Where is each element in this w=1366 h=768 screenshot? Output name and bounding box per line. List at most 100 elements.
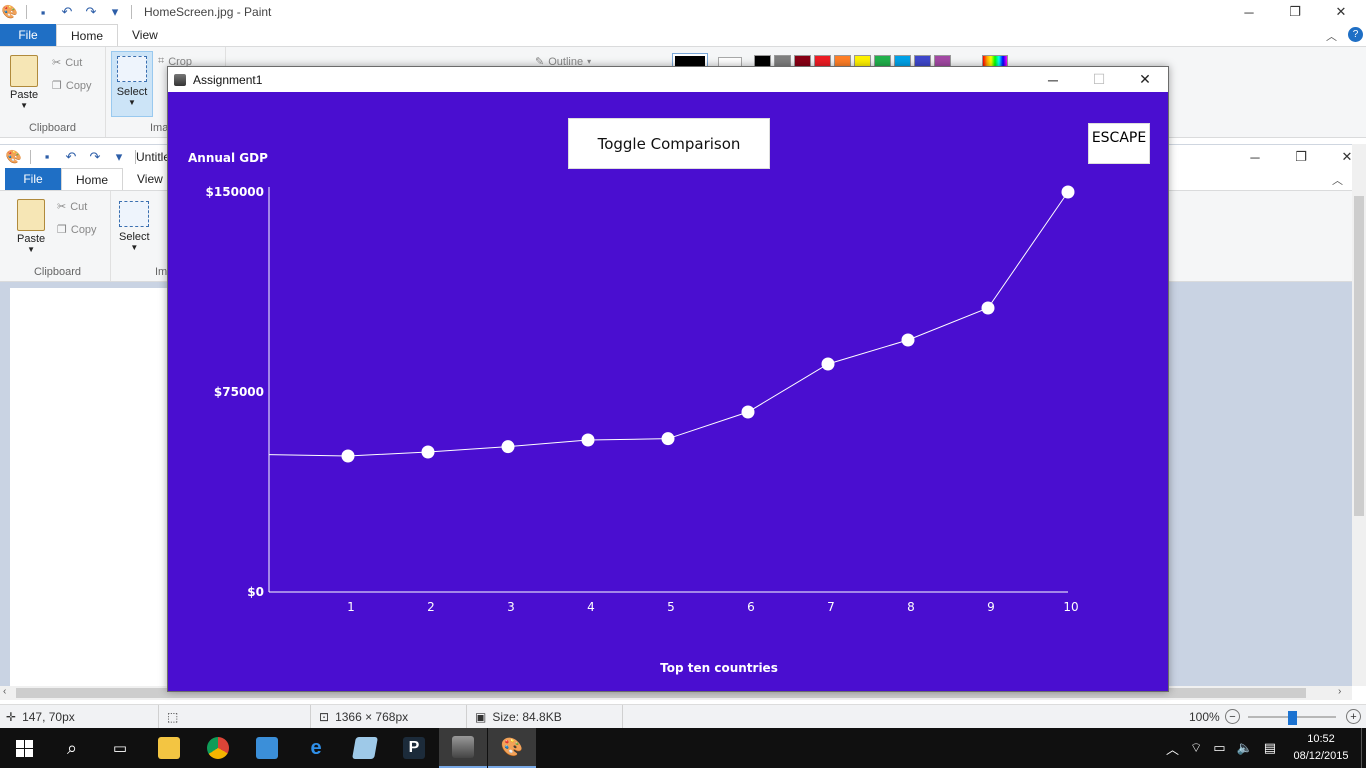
scroll-thumb[interactable] [1354, 196, 1364, 516]
taskbar-edge[interactable]: e [292, 728, 340, 768]
inner-quick-access-toolbar: 🎨 ▪ ↶ ↷ ▾ [0, 149, 136, 165]
minimize-icon[interactable]: ─ [1250, 149, 1260, 165]
search-button[interactable]: ⌕ [48, 728, 96, 768]
select-rectangle-icon [119, 201, 150, 227]
scissors-icon: ✂ [52, 57, 62, 69]
wifi-icon[interactable]: ⌔ [1190, 740, 1203, 755]
taskbar-processing[interactable]: P [390, 728, 438, 768]
show-desktop-button[interactable] [1361, 728, 1366, 768]
outline-icon: ✎ [535, 56, 545, 68]
data-point [501, 440, 515, 454]
close-icon[interactable]: ✕ [1341, 149, 1353, 164]
undo-icon[interactable]: ↶ [65, 148, 77, 164]
customize-dropdown-icon[interactable]: ▾ [115, 148, 123, 164]
taskbar: ⌕ ▭ e P 🎨 ︿ ⌔ ▭ 🔈 ▤ 10:52 08/12/2015 [0, 728, 1366, 768]
restore-icon[interactable]: ❐ [1289, 4, 1301, 19]
select-button[interactable]: Select ▼ [111, 51, 153, 117]
clock-date: 08/12/2015 [1293, 750, 1349, 762]
task-view-button[interactable]: ▭ [96, 728, 144, 768]
paint-window-controls: ─ ❐ ✕ [1226, 0, 1364, 24]
copy-icon: ❐ [52, 80, 62, 92]
system-clock[interactable]: 10:52 08/12/2015 [1288, 731, 1354, 765]
close-icon[interactable]: ✕ [1139, 71, 1151, 87]
data-point [341, 449, 355, 463]
copy-button[interactable]: ❐ Copy [57, 223, 97, 237]
taskbar-chrome[interactable] [194, 728, 242, 768]
copy-icon: ❐ [57, 224, 67, 236]
toggle-comparison-button[interactable]: Toggle Comparison [568, 118, 770, 169]
copy-button[interactable]: ❐ Copy [52, 79, 92, 93]
notepad-icon [352, 737, 378, 759]
minimize-icon[interactable]: ─ [1048, 71, 1058, 88]
taskbar-paint[interactable]: 🎨 [488, 728, 536, 768]
vertical-scrollbar[interactable] [1352, 144, 1366, 686]
quick-access-toolbar: 🎨 ▪ ↶ ↷ ▾ [0, 4, 132, 20]
chevron-down-icon: ▼ [130, 243, 139, 252]
taskbar-file-explorer[interactable] [145, 728, 193, 768]
redo-icon[interactable]: ↷ [89, 148, 101, 164]
redo-icon[interactable]: ↷ [85, 4, 97, 19]
start-button[interactable] [0, 728, 48, 768]
cut-button[interactable]: ✂ Cut [52, 56, 82, 70]
divider [30, 149, 31, 164]
save-icon[interactable]: ▪ [44, 149, 50, 164]
x-tick-label: 10 [1063, 600, 1078, 614]
assignment-window-controls: ─ ☐ ✕ [1030, 67, 1168, 92]
cut-button[interactable]: ✂ Cut [57, 200, 87, 214]
image-group-label: Ima [150, 122, 169, 134]
assignment-window: Assignment1 ─ ☐ ✕ Annual GDP Top ten cou… [167, 66, 1169, 692]
select-button[interactable]: Select ▼ [119, 201, 150, 252]
zoom-level: 100% [1189, 710, 1220, 724]
close-icon[interactable]: ✕ [1335, 4, 1347, 19]
tab-home[interactable]: Home [61, 168, 124, 190]
taskbar-notepad[interactable] [341, 728, 389, 768]
scissors-icon: ✂ [57, 201, 67, 213]
paint-app-icon: 🎨 [1, 4, 19, 19]
clipboard-group: Paste ▼ ✂ Cut ❐ Copy Clipboard [5, 191, 111, 281]
battery-icon[interactable]: ▭ [1213, 740, 1226, 755]
escape-button[interactable]: ESCAPE [1088, 123, 1150, 164]
maximize-icon: ☐ [1092, 71, 1106, 87]
gdp-line-chart: Annual GDP Top ten countries $150000 $750… [188, 151, 1079, 675]
taskbar-control-panel[interactable] [243, 728, 291, 768]
outline-button[interactable]: ✎ Outline ▾ [535, 55, 591, 69]
taskbar-java-app[interactable] [439, 728, 487, 768]
minimize-icon[interactable]: ─ [1244, 4, 1254, 20]
crop-button[interactable]: ⌗ Crop [158, 55, 192, 68]
paste-button[interactable]: Paste ▼ [17, 199, 45, 254]
tab-file[interactable]: File [5, 168, 61, 190]
clipboard-group-label: Clipboard [28, 122, 77, 134]
chevron-up-icon[interactable]: ︿ [1166, 741, 1180, 757]
data-point [581, 433, 595, 447]
zoom-in-icon[interactable]: + [1346, 709, 1361, 724]
zoom-out-icon[interactable]: − [1225, 709, 1240, 724]
paint-canvas[interactable] [10, 288, 170, 688]
outline-label: Outline [548, 55, 584, 68]
collapse-ribbon-icon[interactable]: ︿ [1332, 175, 1343, 187]
scroll-left-icon[interactable]: ‹ [3, 686, 7, 697]
tab-view[interactable]: View [132, 28, 158, 42]
crop-label: Crop [168, 55, 193, 68]
tab-view[interactable]: View [137, 172, 163, 186]
scroll-thumb[interactable] [16, 688, 1306, 698]
undo-icon[interactable]: ↶ [61, 4, 73, 19]
scroll-right-icon[interactable]: › [1338, 686, 1342, 697]
search-icon: ⌕ [66, 737, 78, 758]
customize-dropdown-icon[interactable]: ▾ [111, 4, 119, 19]
paste-button[interactable]: Paste ▼ [10, 55, 38, 110]
action-center-icon[interactable]: ▤ [1263, 740, 1277, 755]
save-icon[interactable]: ▪ [40, 4, 46, 20]
y-tick-label: $75000 [214, 385, 264, 399]
volume-icon[interactable]: 🔈 [1236, 740, 1253, 755]
collapse-ribbon-icon[interactable]: ︿ [1326, 31, 1337, 43]
tab-home[interactable]: Home [56, 24, 119, 46]
tab-file[interactable]: File [0, 24, 56, 46]
paint-ribbon-tabs: File Home View ︿ ? [0, 24, 1366, 46]
zoom-slider-thumb[interactable] [1288, 711, 1297, 725]
inner-window-controls: ─ ❐ ✕ [1232, 145, 1366, 169]
help-icon[interactable]: ? [1348, 27, 1363, 42]
assignment-title-bar: Assignment1 ─ ☐ ✕ [168, 67, 1168, 92]
data-point [421, 445, 435, 459]
x-tick-label: 8 [907, 600, 915, 614]
restore-icon[interactable]: ❐ [1295, 149, 1307, 164]
